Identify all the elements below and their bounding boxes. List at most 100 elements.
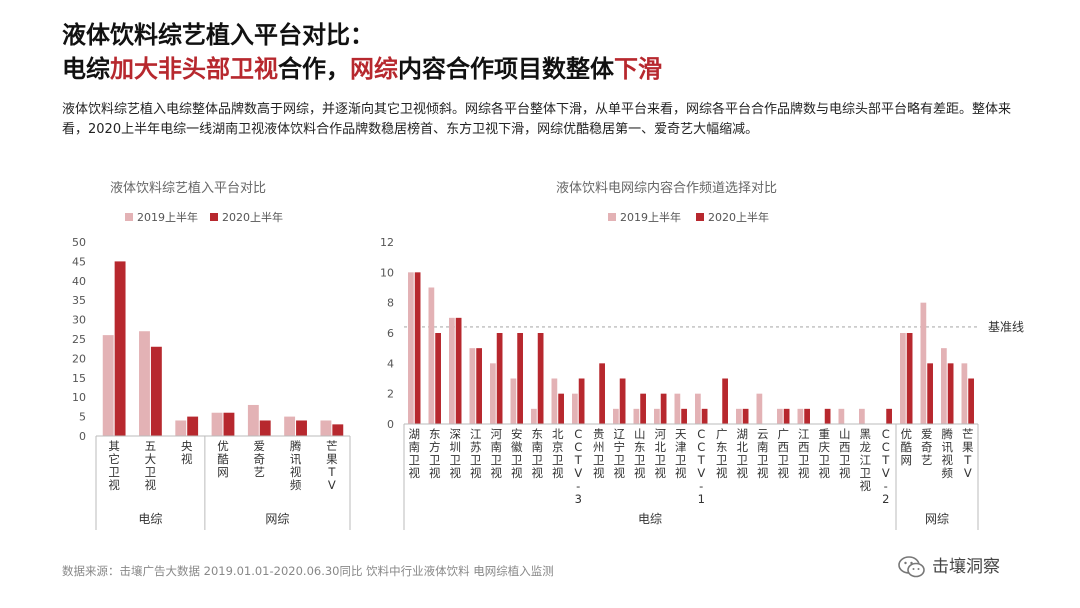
bar-2020 bbox=[968, 378, 974, 424]
bar-2020 bbox=[783, 408, 790, 424]
data-source-note: 数据来源：击壤广告大数据 2019.01.01-2020.06.30同比 饮料中… bbox=[62, 564, 554, 578]
x-tick-label: 河北卫视 bbox=[655, 427, 667, 480]
x-tick-label: 云南卫视 bbox=[757, 427, 769, 480]
bar-2019 bbox=[102, 335, 114, 436]
bar-2020 bbox=[722, 378, 728, 424]
x-tick-label: C C T V -3 bbox=[574, 427, 583, 506]
bar-2020 bbox=[599, 363, 605, 424]
bar-2019 bbox=[490, 363, 496, 424]
bar-2019 bbox=[736, 408, 742, 424]
bar-2020 bbox=[476, 348, 482, 424]
x-tick-label: 安徽卫视 bbox=[511, 427, 523, 480]
x-tick-label: 腾讯视频 bbox=[290, 439, 302, 492]
y-tick-label: 0 bbox=[79, 430, 86, 443]
bar-2020 bbox=[223, 412, 235, 436]
x-tick-label: 央视 bbox=[181, 439, 193, 466]
x-tick-label: 东方卫视 bbox=[429, 427, 441, 480]
x-tick-label: 东南卫视 bbox=[532, 427, 544, 480]
bar-2020 bbox=[537, 333, 544, 424]
group-label: 网综 bbox=[265, 512, 289, 526]
bar-2020 bbox=[296, 420, 307, 436]
bar-2020 bbox=[332, 424, 344, 436]
y-tick-label: 30 bbox=[72, 314, 86, 327]
bar-2020 bbox=[701, 408, 708, 424]
chart2-title: 液体饮料电网综内容合作频道选择对比 bbox=[556, 181, 778, 196]
bar-2019 bbox=[756, 393, 763, 424]
bar-2019 bbox=[510, 378, 517, 424]
x-tick-label: 山西卫视 bbox=[839, 427, 851, 480]
bar-2020 bbox=[187, 416, 199, 436]
bar-2020 bbox=[455, 317, 462, 424]
bar-2019 bbox=[211, 412, 223, 436]
y-tick-label: 50 bbox=[72, 236, 86, 249]
y-tick-label: 15 bbox=[72, 372, 86, 385]
bar-2019 bbox=[797, 408, 804, 424]
bar-2019 bbox=[449, 317, 455, 424]
group-label: 电综 bbox=[638, 512, 662, 526]
brand-mark: 击壤洞察 bbox=[898, 552, 1000, 579]
x-tick-label: 重庆卫视 bbox=[819, 427, 831, 480]
bar-2019 bbox=[777, 408, 783, 424]
legend-swatch bbox=[125, 213, 133, 221]
x-tick-label: 江苏卫视 bbox=[470, 427, 482, 480]
title-line-2: 电综加大非头部卫视合作，网综内容合作项目数整体下滑 bbox=[62, 52, 662, 86]
x-tick-label: 其它卫视 bbox=[108, 439, 120, 492]
bar-2020 bbox=[414, 272, 421, 424]
legend-swatch bbox=[696, 213, 704, 221]
bar-2019 bbox=[920, 302, 927, 424]
bar-2020 bbox=[640, 393, 646, 424]
bar-2019 bbox=[633, 408, 640, 424]
x-tick-label: 芒果 T V bbox=[326, 439, 338, 492]
bar-2019 bbox=[654, 408, 660, 424]
legend-label: 2019上半年 bbox=[620, 210, 681, 224]
channel-comparison-chart: 2019上半年 2020上半年 0 2 4 6 8 10 12 基准线湖南卫视东方卫视深圳卫视江苏… bbox=[380, 210, 1024, 530]
group-label: 电综 bbox=[138, 512, 162, 526]
bar-2020 bbox=[578, 378, 585, 424]
x-tick-label: C C T V -1 bbox=[697, 427, 706, 506]
description: 液体饮料综艺植入电综整体品牌数高于网综，并逐渐向其它卫视倾斜。网综各平台整体下滑… bbox=[62, 102, 1012, 137]
bar-2020 bbox=[496, 333, 503, 424]
y-tick-label: 25 bbox=[72, 333, 86, 346]
bar-2020 bbox=[681, 408, 687, 424]
wechat-icon bbox=[898, 556, 925, 578]
x-tick-label: 爱奇艺 bbox=[921, 427, 933, 467]
y-tick-label: 20 bbox=[72, 352, 86, 365]
x-tick-label: 五大卫视 bbox=[145, 439, 157, 492]
bar-2019 bbox=[551, 378, 558, 424]
x-tick-label: 广西卫视 bbox=[778, 427, 790, 480]
x-tick-label: 腾讯视频 bbox=[942, 427, 954, 480]
x-tick-label: 湖北卫视 bbox=[737, 427, 749, 480]
bar-2019 bbox=[859, 408, 865, 424]
x-tick-label: 贵州卫视 bbox=[593, 427, 605, 480]
bar-2019 bbox=[408, 272, 414, 424]
reference-line-label: 基准线 bbox=[988, 320, 1024, 334]
bar-2020 bbox=[886, 408, 892, 424]
chart1-title: 液体饮料综艺植入平台对比 bbox=[110, 181, 267, 196]
y-tick-label: 12 bbox=[380, 236, 394, 249]
bar-2019 bbox=[674, 393, 681, 424]
y-tick-label: 2 bbox=[387, 388, 394, 401]
legend-label: 2020上半年 bbox=[222, 210, 283, 224]
bar-2019 bbox=[695, 393, 701, 424]
x-tick-label: C C T V -2 bbox=[881, 427, 890, 506]
bar-2020 bbox=[150, 346, 162, 436]
bar-2019 bbox=[941, 348, 947, 424]
x-tick-label: 河南卫视 bbox=[491, 427, 503, 480]
y-tick-label: 0 bbox=[387, 418, 394, 431]
bar-2020 bbox=[824, 408, 831, 424]
y-tick-label: 10 bbox=[72, 391, 86, 404]
bar-2020 bbox=[558, 393, 564, 424]
x-tick-label: 优酷网 bbox=[217, 439, 229, 479]
title-segment: 合作， bbox=[278, 55, 350, 83]
y-tick-label: 5 bbox=[79, 411, 86, 424]
bar-2020 bbox=[947, 363, 954, 424]
x-tick-label: 湖南卫视 bbox=[409, 427, 421, 480]
page-title: 液体饮料综艺植入平台对比： 电综加大非头部卫视合作，网综内容合作项目数整体下滑 bbox=[62, 18, 662, 86]
title-segment: 加大非头部卫视 bbox=[110, 55, 278, 83]
bar-2019 bbox=[961, 363, 968, 424]
y-tick-label: 8 bbox=[387, 297, 394, 310]
title-segment: 内容合作项目数整体 bbox=[398, 55, 614, 83]
y-tick-label: 45 bbox=[72, 255, 86, 268]
x-tick-label: 黑龙江卫视 bbox=[860, 427, 872, 493]
bar-2019 bbox=[247, 404, 259, 436]
